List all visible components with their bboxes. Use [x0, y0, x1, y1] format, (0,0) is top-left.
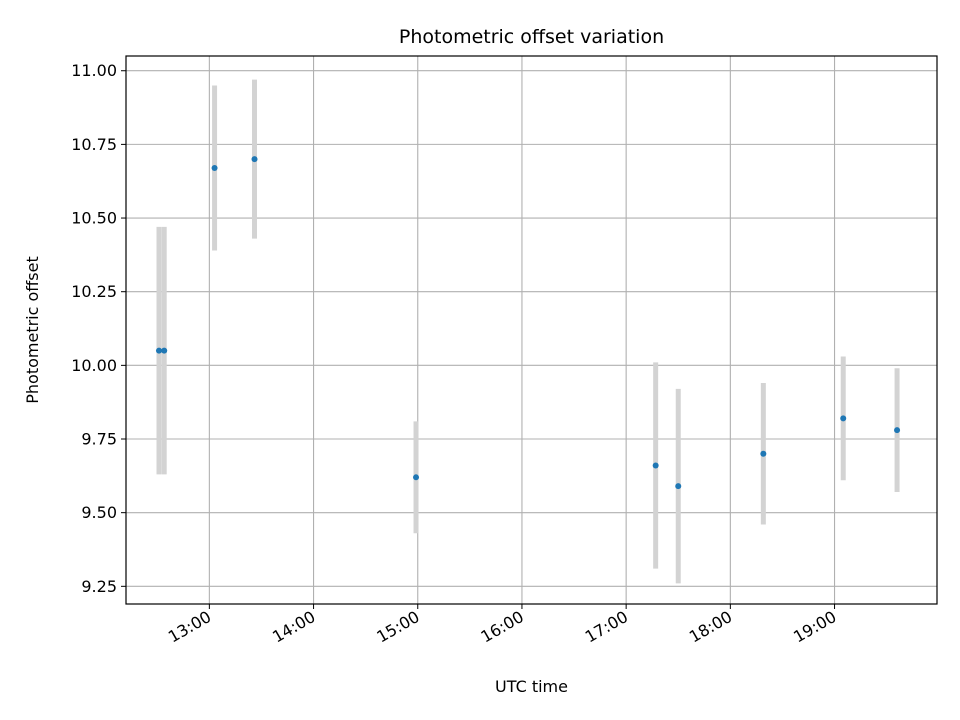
y-tick-label: 10.25: [71, 282, 117, 301]
data-point: [760, 450, 767, 457]
y-tick-label: 9.25: [81, 577, 117, 596]
data-point: [211, 164, 218, 171]
data-point: [840, 415, 847, 422]
y-tick-label: 10.75: [71, 135, 117, 154]
chart-title: Photometric offset variation: [399, 26, 664, 48]
y-tick-label: 10.00: [71, 356, 117, 375]
data-point: [894, 427, 901, 434]
y-axis-title: Photometric offset: [23, 256, 42, 404]
data-point: [161, 347, 168, 354]
data-point: [675, 483, 682, 490]
y-tick-label: 9.50: [81, 503, 117, 522]
grid: [126, 56, 937, 604]
data-point: [155, 347, 162, 354]
y-axis: 9.25 9.50 9.75 10.00 10.25 10.50 10.75 11.00: [71, 61, 126, 596]
data-point: [251, 156, 258, 163]
data-points: [155, 156, 901, 490]
y-tick-label: 9.75: [81, 430, 117, 449]
y-tick-label: 11.00: [71, 61, 117, 80]
y-tick-label: 10.50: [71, 209, 117, 228]
data-point: [413, 474, 420, 481]
plot-frame: [125, 55, 938, 605]
data-point: [652, 462, 659, 469]
x-axis-title: UTC time: [495, 677, 568, 696]
